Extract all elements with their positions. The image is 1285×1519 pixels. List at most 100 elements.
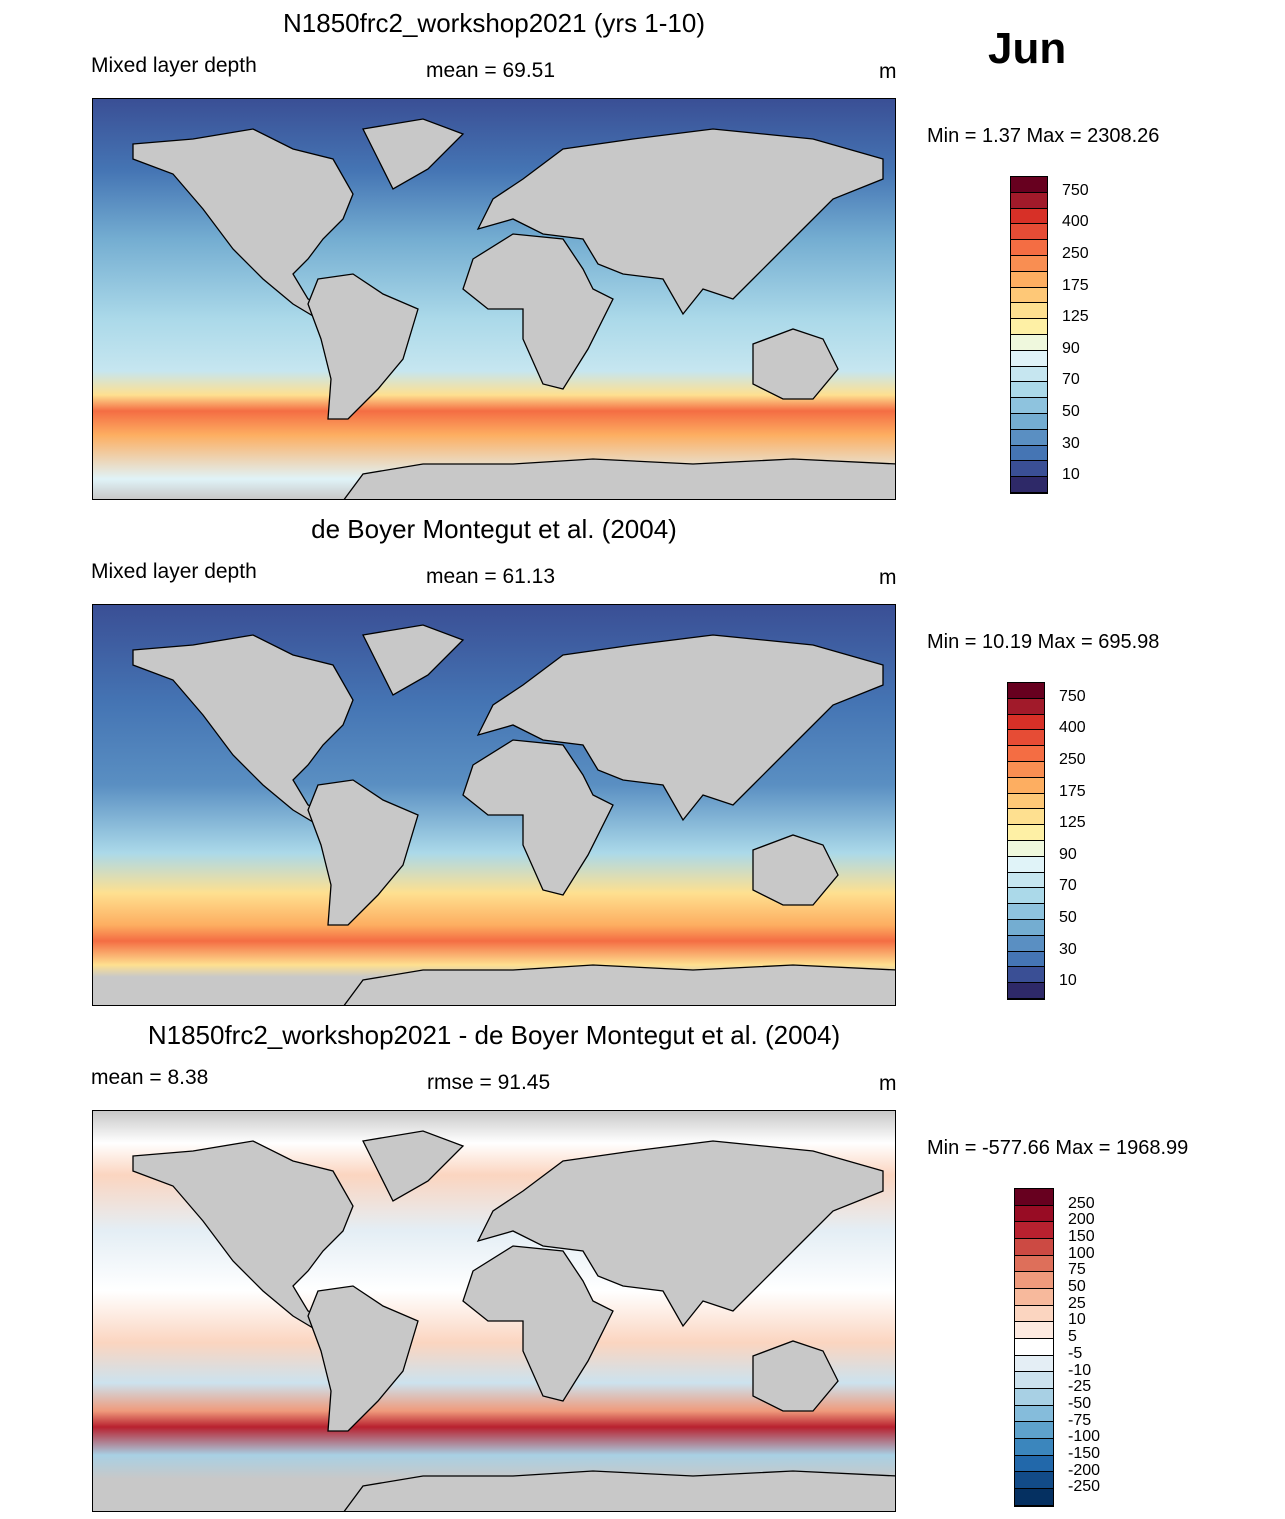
colorbar-swatch (1008, 793, 1044, 810)
colorbar-swatch (1011, 429, 1047, 446)
colorbar-tick-label: -75 (1068, 1411, 1092, 1429)
min-max-label: Min = 10.19 Max = 695.98 (927, 631, 1160, 653)
colorbar-tick-label: 400 (1059, 719, 1086, 737)
colorbar-swatch (1015, 1355, 1053, 1373)
colorbar-swatch (1008, 683, 1044, 699)
colorbar-swatch (1015, 1289, 1053, 1306)
colorbar-tick-label: 400 (1062, 213, 1089, 231)
colorbar-tick-label: 250 (1068, 1194, 1095, 1212)
colorbar-swatch (1015, 1405, 1053, 1423)
continents (132, 1130, 895, 1511)
colorbar-tick-label: 75 (1068, 1261, 1086, 1279)
colorbar-swatch (1008, 714, 1044, 731)
colorbar (1010, 176, 1048, 494)
colorbar-tick-label: 125 (1062, 308, 1089, 326)
colorbar-swatch (1011, 413, 1047, 430)
panel-title: N1850frc2_workshop2021 - de Boyer Monteg… (147, 1020, 841, 1050)
colorbar-tick-label: 125 (1059, 814, 1086, 832)
continents (132, 624, 895, 1005)
colorbar-swatch (1011, 461, 1047, 478)
colorbar-swatch (1011, 334, 1047, 351)
map-panel (92, 98, 896, 500)
continents (132, 118, 895, 499)
colorbar-tick-label: 70 (1059, 877, 1077, 895)
colorbar-swatch (1008, 856, 1044, 873)
colorbar-tick-label: 10 (1059, 972, 1077, 990)
left-label: mean = 8.38 (91, 1066, 209, 1089)
colorbar-tick-label: 50 (1068, 1278, 1086, 1296)
colorbar-tick-label: 30 (1062, 434, 1080, 452)
colorbar-swatch (1015, 1439, 1053, 1456)
colorbar-swatch (1015, 1239, 1053, 1256)
center-label: rmse = 91.45 (427, 1071, 551, 1094)
colorbar-swatch (1015, 1489, 1053, 1506)
colorbar-tick-label: -150 (1068, 1444, 1101, 1462)
colorbar-tick-label: 250 (1059, 751, 1086, 768)
colorbar-tick-label: 150 (1068, 1228, 1095, 1246)
colorbar-swatch (1008, 698, 1044, 715)
colorbar-swatch (1011, 287, 1047, 304)
colorbar-swatch (1011, 366, 1047, 383)
colorbar-swatch (1011, 208, 1047, 225)
colorbar-swatch (1008, 746, 1044, 762)
colorbar-swatch (1008, 809, 1044, 826)
colorbar-tick-label: -200 (1068, 1461, 1101, 1479)
colorbar-swatch (1015, 1222, 1053, 1240)
colorbar-tick-label: 5 (1068, 1328, 1077, 1346)
colorbar-swatch (1008, 904, 1044, 920)
colorbar-swatch (1008, 825, 1044, 841)
units-label: m (879, 1072, 897, 1095)
colorbar-swatch (1011, 177, 1047, 193)
colorbar-tick-label: 30 (1059, 940, 1077, 958)
colorbar-swatch (1015, 1372, 1053, 1390)
colorbar-swatch (1011, 303, 1047, 320)
colorbar-swatch (1011, 192, 1047, 209)
colorbar-swatch (1008, 951, 1044, 968)
colorbar-swatch (1011, 445, 1047, 462)
colorbar-swatch (1011, 240, 1047, 256)
colorbar-tick-label: 90 (1059, 845, 1077, 863)
colorbar-swatch (1015, 1422, 1053, 1440)
colorbar (1014, 1188, 1054, 1507)
panel-title: N1850frc2_workshop2021 (yrs 1-10) (283, 8, 705, 38)
center-label: mean = 69.51 (426, 59, 556, 82)
colorbar-swatch (1008, 967, 1044, 984)
min-max-label: Min = 1.37 Max = 2308.26 (927, 125, 1160, 147)
colorbar-swatch (1011, 255, 1047, 272)
colorbar-swatch (1011, 382, 1047, 399)
colorbar-tick-label: 25 (1068, 1294, 1086, 1312)
colorbar-tick-label: 100 (1068, 1244, 1095, 1262)
colorbar-tick-label: 90 (1062, 339, 1080, 357)
colorbar-tick-label: -100 (1068, 1428, 1101, 1446)
colorbar-tick-label: 250 (1062, 245, 1089, 262)
colorbar-tick-label: 200 (1068, 1211, 1095, 1229)
colorbar-tick-label: 50 (1059, 909, 1077, 926)
colorbar-swatch (1008, 983, 1044, 999)
colorbar-tick-label: 750 (1062, 181, 1089, 199)
colorbar-swatch (1015, 1255, 1053, 1273)
colorbar-swatch (1015, 1305, 1053, 1323)
colorbar-swatch (1011, 319, 1047, 335)
colorbar-tick-label: -10 (1068, 1361, 1092, 1379)
colorbar-tick-label: -5 (1068, 1344, 1083, 1362)
colorbar-swatch (1015, 1189, 1053, 1206)
colorbar-tick-label: 10 (1062, 466, 1080, 484)
colorbar-swatch (1011, 398, 1047, 414)
colorbar-tick-label: -50 (1068, 1394, 1092, 1412)
colorbar-swatch (1011, 224, 1047, 241)
colorbar-swatch (1015, 1322, 1053, 1340)
left-label: Mixed layer depth (91, 560, 257, 583)
colorbar-swatch (1008, 761, 1044, 778)
map-panel (92, 604, 896, 1006)
colorbar-swatch (1015, 1472, 1053, 1490)
colorbar-swatch (1008, 730, 1044, 747)
colorbar-swatch (1011, 477, 1047, 493)
panel-title: de Boyer Montegut et al. (2004) (311, 514, 677, 544)
colorbar-swatch (1015, 1272, 1053, 1290)
colorbar-tick-label: 175 (1059, 782, 1086, 800)
map-panel (92, 1110, 896, 1512)
colorbar (1007, 682, 1045, 1000)
colorbar-tick-label: 750 (1059, 687, 1086, 705)
colorbar-tick-label: 50 (1062, 403, 1080, 420)
